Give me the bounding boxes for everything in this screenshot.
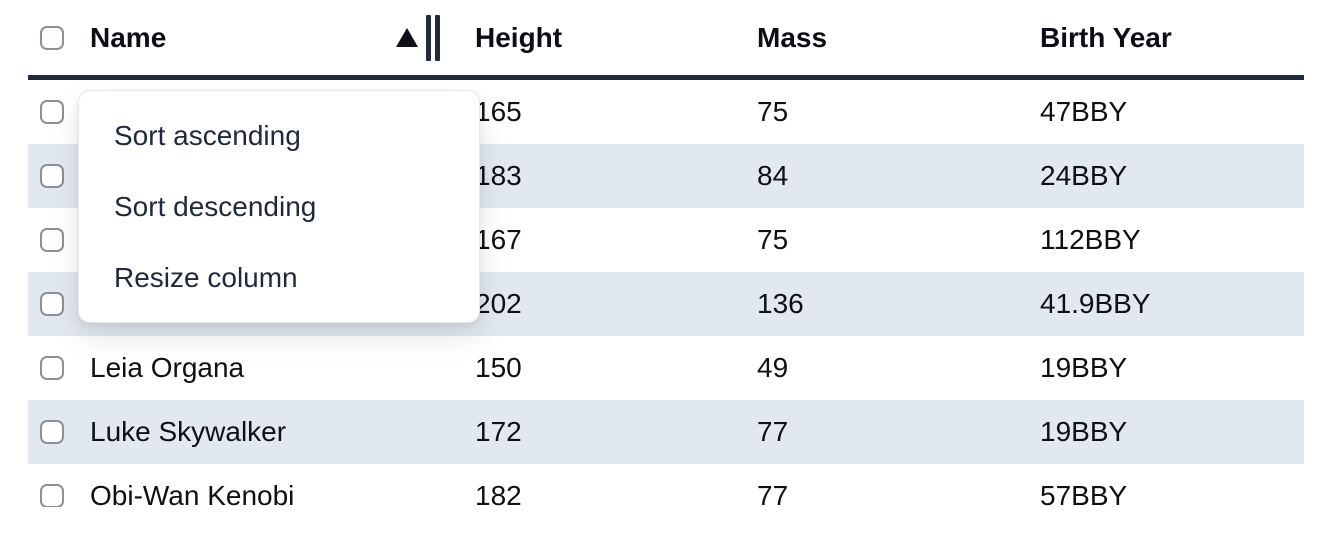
cell-mass: 84 xyxy=(757,160,789,191)
cell-height: 183 xyxy=(475,160,522,191)
row-checkbox[interactable] xyxy=(40,228,64,252)
cell-height: 182 xyxy=(475,480,522,507)
column-header-name[interactable]: Name xyxy=(78,14,460,61)
menu-item-resize-column[interactable]: Resize column xyxy=(114,261,298,293)
table-header-row: Name Height Mass Birth Year xyxy=(28,0,1304,80)
cell-height: 167 xyxy=(475,224,522,255)
column-context-menu: Sort ascending Sort descending Resize co… xyxy=(78,90,480,323)
table-row: Obi-Wan Kenobi 182 77 57BBY xyxy=(28,464,1304,507)
cell-mass: 77 xyxy=(757,416,789,447)
table-row: Leia Organa 150 49 19BBY xyxy=(28,336,1304,400)
table-row: 165 75 47BBY xyxy=(28,80,1304,144)
row-checkbox[interactable] xyxy=(40,356,64,380)
row-checkbox[interactable] xyxy=(40,292,64,316)
cell-height: 150 xyxy=(475,352,522,383)
cell-birth-year: 24BBY xyxy=(1040,160,1128,191)
cell-birth-year: 19BBY xyxy=(1040,352,1128,383)
cell-birth-year: 19BBY xyxy=(1040,416,1128,447)
row-checkbox[interactable] xyxy=(40,420,64,444)
cell-birth-year: 57BBY xyxy=(1040,480,1128,507)
column-resize-handle-icon[interactable] xyxy=(426,14,440,61)
header-select-cell xyxy=(28,25,78,50)
cell-height: 202 xyxy=(475,288,522,319)
column-header-mass[interactable]: Mass xyxy=(757,21,828,53)
cell-name: Leia Organa xyxy=(90,352,245,383)
cell-birth-year: 47BBY xyxy=(1040,96,1128,127)
cell-name: Obi-Wan Kenobi xyxy=(90,480,295,507)
cell-height: 172 xyxy=(475,416,522,447)
menu-item-sort-descending[interactable]: Sort descending xyxy=(114,190,317,222)
cell-mass: 49 xyxy=(757,352,789,383)
table-row: 167 75 112BBY xyxy=(28,208,1304,272)
column-header-height[interactable]: Height xyxy=(475,21,563,53)
cell-mass: 75 xyxy=(757,224,789,255)
column-header-name-label: Name xyxy=(90,21,167,53)
row-checkbox[interactable] xyxy=(40,164,64,188)
cell-name: Luke Skywalker xyxy=(90,416,287,447)
row-checkbox[interactable] xyxy=(40,484,64,507)
cell-mass: 77 xyxy=(757,480,789,507)
characters-table: Name Height Mass Birth Year 165 75 47BBY… xyxy=(28,0,1304,507)
cell-mass: 75 xyxy=(757,96,789,127)
row-checkbox[interactable] xyxy=(40,100,64,124)
cell-height: 165 xyxy=(475,96,522,127)
table-row: 202 136 41.9BBY xyxy=(28,272,1304,336)
menu-item-sort-ascending[interactable]: Sort ascending xyxy=(114,119,301,151)
sort-ascending-icon xyxy=(396,28,418,47)
cell-mass: 136 xyxy=(757,288,804,319)
cell-birth-year: 112BBY xyxy=(1040,224,1141,255)
column-header-birth-year[interactable]: Birth Year xyxy=(1040,21,1172,53)
table-viewport: Name Height Mass Birth Year 165 75 47BBY… xyxy=(28,0,1304,507)
cell-birth-year: 41.9BBY xyxy=(1040,288,1151,319)
select-all-checkbox[interactable] xyxy=(40,25,64,50)
table-row: Luke Skywalker 172 77 19BBY xyxy=(28,400,1304,464)
